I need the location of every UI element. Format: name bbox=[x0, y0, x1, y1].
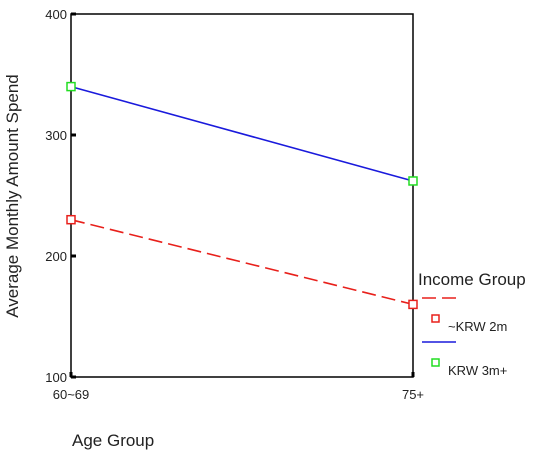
legend: Income Group ~KRW 2m KRW 3m+ bbox=[418, 270, 526, 378]
legend-title: Income Group bbox=[418, 270, 526, 289]
plot-frame bbox=[70, 13, 414, 378]
x-tick-label-0: 60~69 bbox=[53, 387, 90, 402]
y-tick-label-2: 300 bbox=[45, 128, 67, 143]
legend-marker-0 bbox=[431, 314, 440, 323]
series-line-1 bbox=[70, 85, 414, 182]
y-tick-label-1: 200 bbox=[45, 249, 67, 264]
series-0-point-0 bbox=[66, 214, 76, 225]
series-line-0 bbox=[70, 218, 414, 306]
legend-marker-1 bbox=[431, 358, 440, 367]
x-tick-label-1: 75+ bbox=[402, 387, 424, 402]
y-tick-label-3: 400 bbox=[45, 7, 67, 22]
series-1-point-0 bbox=[66, 81, 76, 92]
x-axis-title: Age Group bbox=[72, 431, 154, 450]
series-layer bbox=[66, 81, 418, 310]
legend-label-0: ~KRW 2m bbox=[448, 319, 507, 334]
series-1-point-1 bbox=[408, 176, 418, 186]
y-tick-label-0: 100 bbox=[45, 370, 67, 385]
axes: 100 200 300 400 60~69 75+ bbox=[45, 7, 424, 402]
y-axis-title: Average Monthly Amount Spend bbox=[3, 74, 22, 318]
series-0-point-1 bbox=[408, 299, 418, 310]
legend-label-1: KRW 3m+ bbox=[448, 363, 507, 378]
